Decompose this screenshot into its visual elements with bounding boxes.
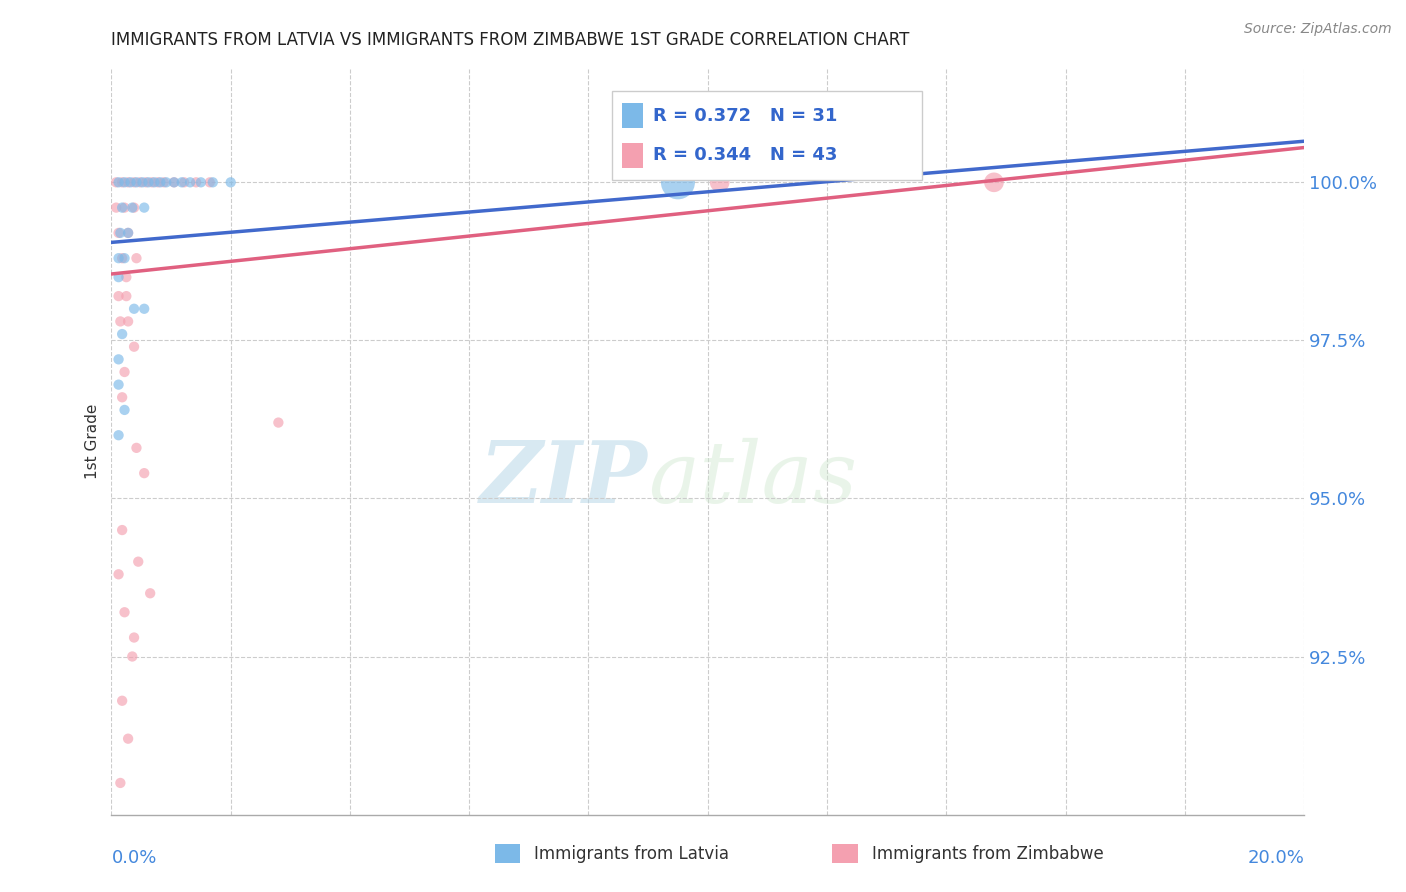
Point xyxy=(107,377,129,392)
Point xyxy=(122,631,145,645)
Point xyxy=(143,175,166,189)
Point xyxy=(129,175,152,189)
Point xyxy=(110,226,132,240)
Point xyxy=(121,201,143,215)
Point xyxy=(111,327,134,342)
Text: IMMIGRANTS FROM LATVIA VS IMMIGRANTS FROM ZIMBABWE 1ST GRADE CORRELATION CHART: IMMIGRANTS FROM LATVIA VS IMMIGRANTS FRO… xyxy=(111,31,910,49)
Point xyxy=(184,175,207,189)
Point xyxy=(111,390,134,404)
Point xyxy=(107,251,129,265)
Point xyxy=(149,175,172,189)
Point xyxy=(114,175,136,189)
Point xyxy=(111,201,134,215)
Point xyxy=(709,175,731,189)
Text: Immigrants from Zimbabwe: Immigrants from Zimbabwe xyxy=(872,845,1104,863)
Point xyxy=(107,289,129,303)
Point xyxy=(163,175,186,189)
Point xyxy=(125,251,148,265)
Point xyxy=(983,175,1005,189)
Point xyxy=(115,289,138,303)
Point xyxy=(114,251,136,265)
Point xyxy=(666,175,689,189)
Point xyxy=(163,175,186,189)
Point xyxy=(107,428,129,442)
Point xyxy=(121,649,143,664)
Point xyxy=(114,365,136,379)
Point xyxy=(111,694,134,708)
Point xyxy=(198,175,221,189)
Point xyxy=(153,175,176,189)
Point xyxy=(107,175,129,189)
Point xyxy=(120,175,142,189)
Point xyxy=(105,201,128,215)
Point xyxy=(107,352,129,367)
Point xyxy=(219,175,242,189)
Point xyxy=(190,175,212,189)
Point xyxy=(155,175,177,189)
Point xyxy=(117,314,139,328)
Point xyxy=(114,403,136,417)
Point xyxy=(267,416,290,430)
Point xyxy=(117,175,139,189)
Point xyxy=(122,301,145,316)
Point xyxy=(105,175,128,189)
Point xyxy=(110,776,132,790)
Point xyxy=(122,340,145,354)
Point xyxy=(201,175,224,189)
Point xyxy=(134,301,156,316)
Text: Immigrants from Latvia: Immigrants from Latvia xyxy=(534,845,730,863)
Point xyxy=(111,523,134,537)
Point xyxy=(127,555,149,569)
Point xyxy=(114,201,136,215)
Point xyxy=(141,175,163,189)
Text: Source: ZipAtlas.com: Source: ZipAtlas.com xyxy=(1244,22,1392,37)
Text: R = 0.372   N = 31: R = 0.372 N = 31 xyxy=(652,107,837,125)
Point xyxy=(117,226,139,240)
Y-axis label: 1st Grade: 1st Grade xyxy=(86,404,100,479)
Point xyxy=(146,175,169,189)
Point xyxy=(117,731,139,746)
Point xyxy=(107,270,129,285)
Point xyxy=(135,175,157,189)
Point xyxy=(117,226,139,240)
Point xyxy=(114,605,136,619)
Point xyxy=(173,175,195,189)
Point xyxy=(170,175,193,189)
Point xyxy=(122,201,145,215)
Point xyxy=(138,175,160,189)
Point xyxy=(139,586,162,600)
Text: atlas: atlas xyxy=(648,437,858,520)
Point xyxy=(125,441,148,455)
Point xyxy=(115,270,138,285)
Point xyxy=(107,226,129,240)
Text: R = 0.344   N = 43: R = 0.344 N = 43 xyxy=(652,146,837,164)
Point xyxy=(107,567,129,582)
Point xyxy=(125,175,148,189)
Point xyxy=(131,175,153,189)
Point xyxy=(110,314,132,328)
Text: 20.0%: 20.0% xyxy=(1247,849,1305,867)
Point xyxy=(134,201,156,215)
Point xyxy=(111,175,134,189)
Point xyxy=(134,466,156,480)
Text: 0.0%: 0.0% xyxy=(111,849,157,867)
Point xyxy=(179,175,201,189)
Point xyxy=(122,175,145,189)
Text: ZIP: ZIP xyxy=(481,437,648,521)
Point xyxy=(111,251,134,265)
